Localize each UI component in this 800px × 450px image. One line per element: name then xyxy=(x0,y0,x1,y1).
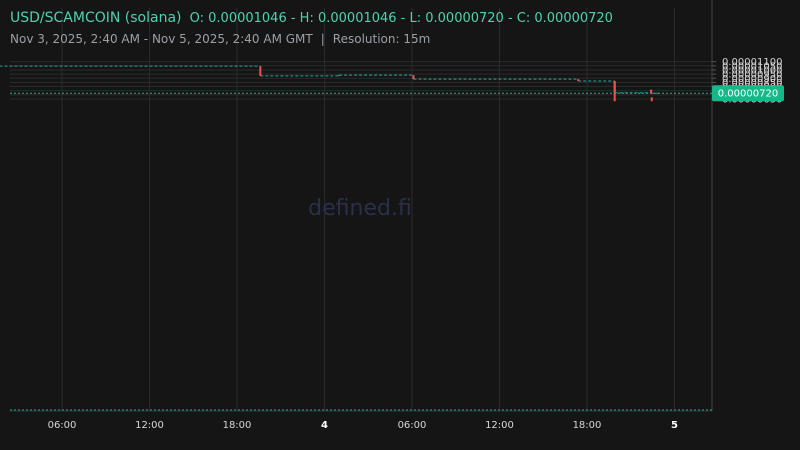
watermark: defined.fi xyxy=(308,196,412,221)
x-tick-label: 06:00 xyxy=(398,420,427,431)
y-tick-label: 0.00001000 xyxy=(722,65,782,76)
title-line: USD/SCAMCOIN (solana) O: 0.00001046 - H:… xyxy=(10,10,613,26)
x-tick-label: 12:00 xyxy=(135,420,164,431)
date-range: Nov 3, 2025, 2:40 AM - Nov 5, 2025, 2:40… xyxy=(10,32,313,46)
pair-name[interactable]: USD/SCAMCOIN (solana) xyxy=(10,10,182,26)
meta-line: Nov 3, 2025, 2:40 AM - Nov 5, 2025, 2:40… xyxy=(10,32,613,46)
y-tick-label: 0.00001050 xyxy=(722,61,782,72)
last-price-badge xyxy=(712,85,784,102)
y-tick-label: 0.00000850 xyxy=(722,78,782,89)
last-price-label: 0.00000720 xyxy=(718,89,778,100)
chart-header: USD/SCAMCOIN (solana) O: 0.00001046 - H:… xyxy=(10,10,613,46)
x-tick-label: 12:00 xyxy=(485,420,514,431)
x-tick-label: 5 xyxy=(671,420,678,431)
y-tick-label: 0.00001100 xyxy=(722,57,782,68)
x-tick-label: 18:00 xyxy=(223,420,252,431)
x-tick-label: 4 xyxy=(321,420,328,431)
y-tick-label: 0.00000950 xyxy=(722,70,782,81)
x-tick-label: 18:00 xyxy=(573,420,602,431)
ohlc-values: O: 0.00001046 - H: 0.00001046 - L: 0.000… xyxy=(189,11,613,26)
x-tick-label: 06:00 xyxy=(48,420,77,431)
resolution-label[interactable]: Resolution: 15m xyxy=(332,32,431,46)
separator: | xyxy=(320,32,325,46)
y-tick-label: 0.00000900 xyxy=(722,74,782,85)
